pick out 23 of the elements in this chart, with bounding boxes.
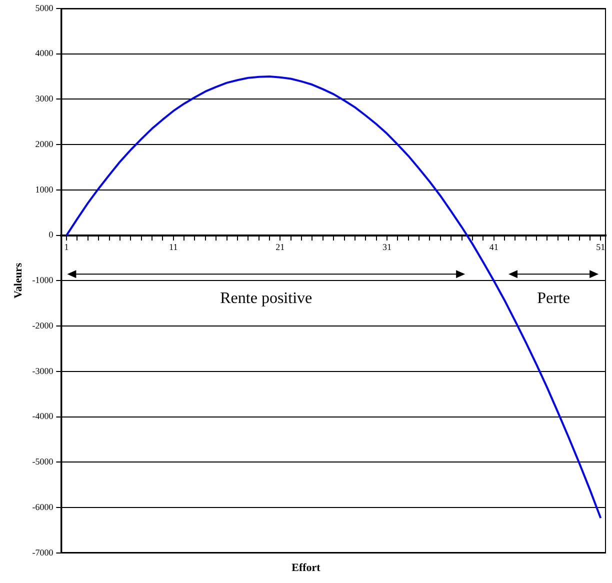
y-tick-label: 2000: [35, 138, 54, 149]
annotation: Rente positive: [220, 290, 312, 308]
x-tick-label: 51: [596, 242, 606, 252]
x-tick-label: 21: [276, 242, 285, 252]
y-tick-label: -3000: [32, 366, 54, 376]
y-tick-label: -5000: [32, 456, 54, 467]
y-tick-label: 0: [48, 230, 54, 240]
x-tick-label: 11: [169, 242, 178, 252]
y-tick-label: -1000: [32, 275, 54, 286]
y-tick-label: 3000: [35, 94, 54, 104]
x-tick-label: 1: [64, 242, 69, 252]
y-axis-title: Valeurs: [12, 262, 24, 299]
y-tick-label: -4000: [32, 411, 54, 422]
y-tick-label: 1000: [35, 184, 54, 194]
x-tick-label: 31: [382, 242, 392, 252]
y-tick-label: -6000: [32, 502, 54, 512]
y-tick-label: -2000: [32, 320, 54, 330]
y-tick-label: -7000: [32, 547, 54, 558]
x-axis-title: Effort: [290, 562, 322, 574]
y-tick-label: 5000: [35, 2, 54, 13]
y-tick-label: 4000: [35, 48, 54, 58]
x-tick-label: 41: [489, 242, 498, 252]
annotation: Perte: [537, 290, 570, 308]
